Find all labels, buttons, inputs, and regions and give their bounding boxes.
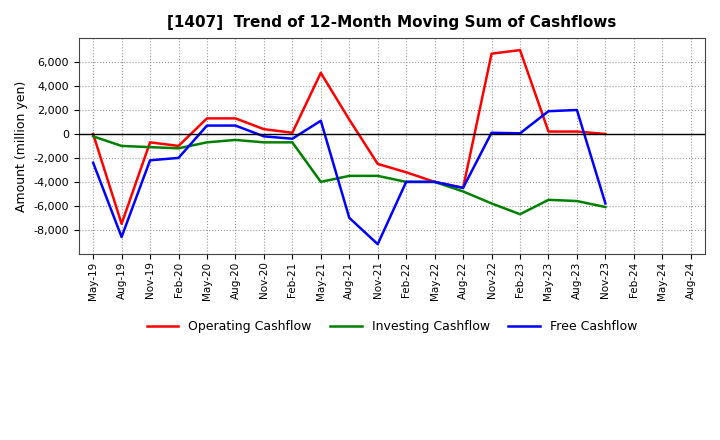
Free Cashflow: [544, 109, 553, 114]
Operating Cashflow: [431, 179, 439, 184]
Operating Cashflow: [402, 170, 410, 175]
Free Cashflow: [601, 201, 610, 206]
Free Cashflow: [487, 130, 496, 136]
Free Cashflow: [89, 160, 97, 165]
Line: Operating Cashflow: Operating Cashflow: [93, 50, 606, 224]
Investing Cashflow: [317, 179, 325, 184]
Operating Cashflow: [544, 129, 553, 134]
Investing Cashflow: [231, 137, 240, 143]
Operating Cashflow: [317, 70, 325, 76]
Free Cashflow: [317, 118, 325, 123]
Y-axis label: Amount (million yen): Amount (million yen): [15, 81, 28, 212]
Operating Cashflow: [516, 48, 524, 53]
Operating Cashflow: [374, 161, 382, 167]
Operating Cashflow: [260, 127, 269, 132]
Free Cashflow: [402, 179, 410, 184]
Operating Cashflow: [117, 221, 126, 227]
Operating Cashflow: [487, 51, 496, 56]
Operating Cashflow: [174, 143, 183, 149]
Operating Cashflow: [345, 117, 354, 122]
Investing Cashflow: [601, 205, 610, 210]
Operating Cashflow: [231, 116, 240, 121]
Investing Cashflow: [288, 139, 297, 145]
Investing Cashflow: [516, 212, 524, 217]
Investing Cashflow: [174, 146, 183, 151]
Operating Cashflow: [459, 185, 467, 191]
Operating Cashflow: [288, 130, 297, 136]
Free Cashflow: [117, 235, 126, 240]
Investing Cashflow: [572, 198, 581, 204]
Investing Cashflow: [431, 179, 439, 184]
Investing Cashflow: [89, 134, 97, 139]
Investing Cashflow: [345, 173, 354, 179]
Investing Cashflow: [374, 173, 382, 179]
Free Cashflow: [516, 131, 524, 136]
Operating Cashflow: [202, 116, 211, 121]
Title: [1407]  Trend of 12-Month Moving Sum of Cashflows: [1407] Trend of 12-Month Moving Sum of C…: [167, 15, 616, 30]
Investing Cashflow: [487, 201, 496, 206]
Free Cashflow: [345, 215, 354, 220]
Investing Cashflow: [260, 139, 269, 145]
Free Cashflow: [431, 179, 439, 184]
Investing Cashflow: [117, 143, 126, 149]
Investing Cashflow: [544, 197, 553, 202]
Investing Cashflow: [459, 189, 467, 194]
Investing Cashflow: [202, 139, 211, 145]
Operating Cashflow: [572, 129, 581, 134]
Free Cashflow: [374, 242, 382, 247]
Line: Free Cashflow: Free Cashflow: [93, 110, 606, 244]
Legend: Operating Cashflow, Investing Cashflow, Free Cashflow: Operating Cashflow, Investing Cashflow, …: [142, 315, 642, 338]
Free Cashflow: [202, 123, 211, 128]
Operating Cashflow: [89, 131, 97, 136]
Free Cashflow: [231, 123, 240, 128]
Free Cashflow: [174, 155, 183, 161]
Investing Cashflow: [145, 144, 154, 150]
Line: Investing Cashflow: Investing Cashflow: [93, 136, 606, 214]
Free Cashflow: [260, 134, 269, 139]
Investing Cashflow: [402, 179, 410, 184]
Free Cashflow: [459, 185, 467, 191]
Free Cashflow: [288, 136, 297, 141]
Free Cashflow: [572, 107, 581, 113]
Free Cashflow: [145, 158, 154, 163]
Operating Cashflow: [145, 139, 154, 145]
Operating Cashflow: [601, 131, 610, 136]
